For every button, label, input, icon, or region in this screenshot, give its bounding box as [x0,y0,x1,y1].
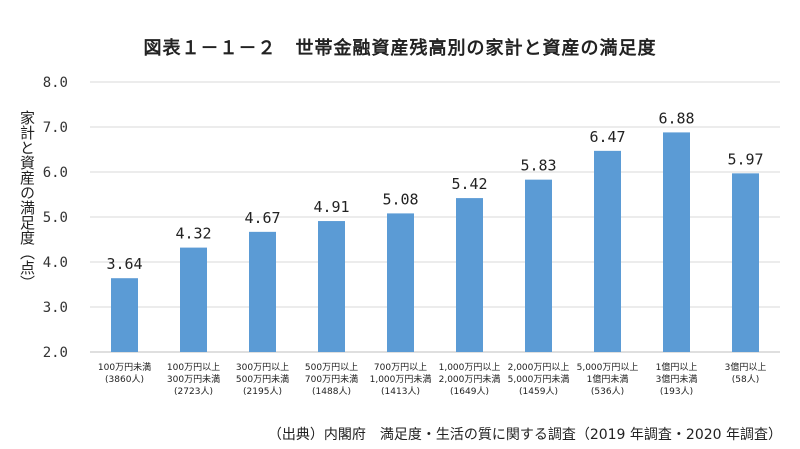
x-tick-label: 100万円未満(3860人) [98,361,151,385]
x-tick-line: 1,000万円以上 [439,362,501,373]
bar [525,179,552,352]
x-tick-line: 500万円未満 [236,373,289,385]
data-label: 5.08 [382,190,418,208]
x-tick-label: 3億円以上(58人) [725,361,767,385]
x-tick-line: 3億円未満 [656,373,698,385]
source-note: （出典）内閣府 満足度・生活の質に関する調査（2019 年調査・2020 年調査… [267,427,782,443]
x-tick-line: (58人) [732,374,759,385]
x-tick-line: 700万円以上 [374,362,427,373]
bar [456,198,483,352]
x-tick-label: 2,000万円以上 5,000万円未満(1459人) [508,362,570,397]
x-tick-line: (1649人) [450,386,489,397]
bar [663,132,690,352]
y-tick-label: 6.0 [43,165,68,181]
x-tick-line: 1億円未満 [587,373,629,385]
x-tick-line: 2,000万円未満 [439,373,501,385]
y-axis-label: 家計と資産の満足度（点） [18,110,36,290]
y-tick-label: 7.0 [43,120,68,136]
y-tick-label: 4.0 [43,255,68,271]
x-tick-line: 100万円以上 [167,362,220,373]
x-tick-line: (2723人) [174,386,213,397]
data-label: 5.97 [727,150,763,168]
x-tick-line: 100万円未満 [98,361,151,373]
data-label: 5.42 [451,175,487,193]
data-label: 6.88 [658,109,694,127]
x-tick-line: (536人) [591,386,624,397]
x-tick-line: (193人) [660,386,693,397]
data-label: 6.47 [589,128,625,146]
y-tick-label: 5.0 [43,210,68,226]
x-tick-label: 300万円以上 500万円未満(2195人) [236,362,289,397]
bar [111,278,138,352]
x-tick-line: 3億円以上 [725,361,767,373]
data-label: 4.32 [175,225,211,243]
x-tick-line: (1413人) [381,386,420,397]
x-tick-line: 2,000万円以上 [508,362,570,373]
y-tick-label: 8.0 [43,75,68,91]
x-tick-label: 1,000万円以上 2,000万円未満(1649人) [439,362,501,397]
x-tick-line: 300万円以上 [236,362,289,373]
data-label: 4.91 [313,198,349,216]
bar [594,150,621,352]
y-tick-label: 3.0 [43,300,68,316]
x-tick-line: 5,000万円未満 [508,373,570,385]
x-tick-line: (1459人) [519,386,558,397]
data-label: 3.64 [106,255,142,273]
x-tick-line: (1488人) [312,386,351,397]
x-tick-label: 500万円以上 700万円未満(1488人) [305,362,358,397]
x-tick-line: 1,000万円未満 [370,373,432,385]
bar [732,173,759,352]
chart-title: 図表１－１－２ 世帯金融資産残高別の家計と資産の満足度 [143,38,657,59]
bar [180,247,207,352]
x-tick-line: 500万円以上 [305,362,358,373]
x-tick-line: (3860人) [105,374,144,385]
x-tick-label: 5,000万円以上 1億円未満(536人) [577,362,639,397]
x-tick-label: 100万円以上 300万円未満(2723人) [167,362,220,397]
data-label: 4.67 [244,209,280,227]
bar [249,231,276,352]
data-label: 5.83 [520,157,556,175]
x-tick-line: 700万円未満 [305,373,358,385]
bar [318,221,345,352]
x-tick-label: 700万円以上 1,000万円未満(1413人) [370,362,432,397]
bar [387,213,414,352]
x-tick-line: 1億円以上 [656,361,698,373]
y-tick-label: 2.0 [43,345,68,361]
x-tick-line: 5,000万円以上 [577,362,639,373]
x-tick-line: (2195人) [243,386,282,397]
x-tick-line: 300万円未満 [167,373,220,385]
x-tick-label: 1億円以上 3億円未満(193人) [656,361,698,397]
